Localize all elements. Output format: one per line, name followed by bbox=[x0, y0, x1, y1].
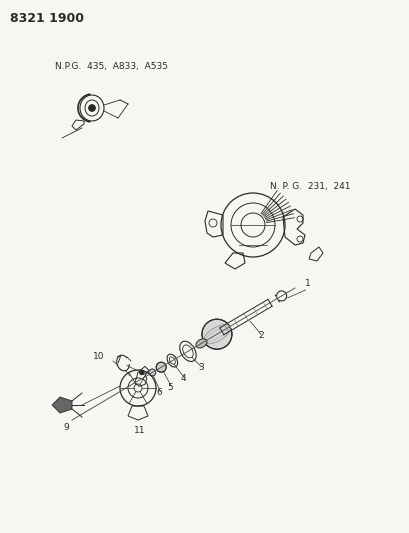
Text: 6: 6 bbox=[156, 388, 162, 397]
Text: N.P.G.  435,  A833,  A535: N.P.G. 435, A833, A535 bbox=[55, 62, 168, 71]
Text: 1: 1 bbox=[304, 279, 310, 288]
Text: 10: 10 bbox=[93, 352, 104, 361]
Ellipse shape bbox=[196, 339, 207, 348]
Text: 3: 3 bbox=[198, 363, 203, 372]
Circle shape bbox=[156, 362, 166, 372]
Circle shape bbox=[148, 369, 155, 376]
Text: 7: 7 bbox=[115, 356, 121, 365]
Circle shape bbox=[139, 370, 144, 375]
Text: 5: 5 bbox=[167, 383, 173, 392]
Circle shape bbox=[88, 104, 95, 111]
Text: 8321 1900: 8321 1900 bbox=[10, 12, 84, 25]
Text: 4: 4 bbox=[180, 374, 186, 383]
Circle shape bbox=[202, 319, 231, 349]
Text: 11: 11 bbox=[134, 426, 145, 435]
Polygon shape bbox=[52, 397, 72, 413]
Text: N. P. G.  231,  241: N. P. G. 231, 241 bbox=[270, 182, 350, 191]
Text: 9: 9 bbox=[63, 423, 69, 432]
Text: 2: 2 bbox=[258, 330, 263, 340]
